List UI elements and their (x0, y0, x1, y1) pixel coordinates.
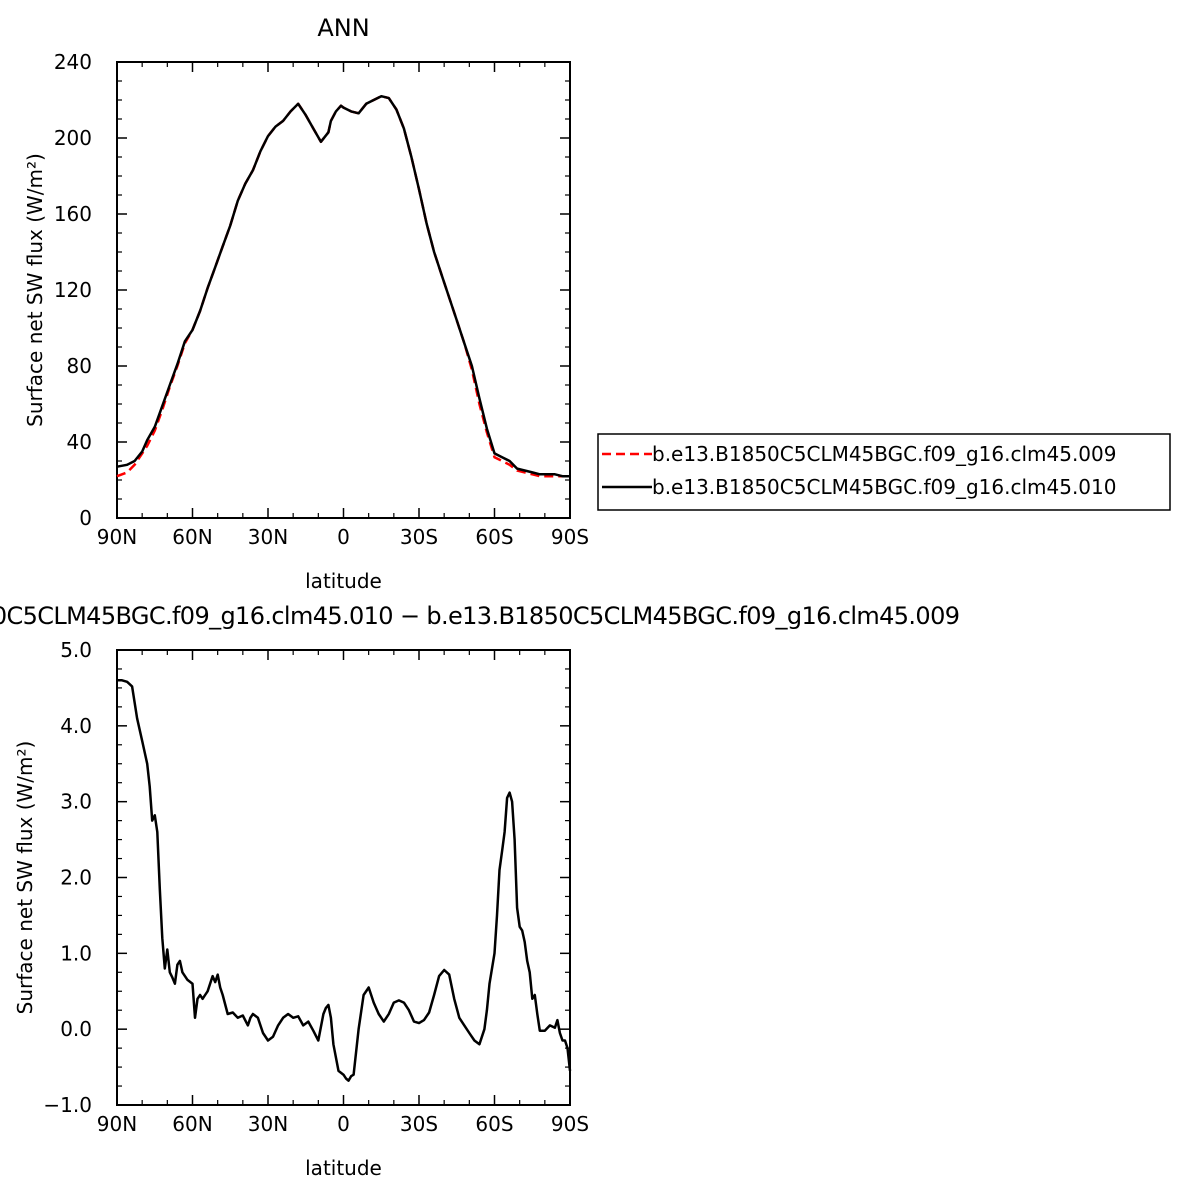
x-tick-label: 30S (400, 525, 438, 549)
y-tick-label: 120 (54, 278, 92, 302)
legend: b.e13.B1850C5CLM45BGC.f09_g16.clm45.009 … (597, 433, 1171, 511)
x-axis-title: latitude (305, 1156, 382, 1180)
y-tick-label: 240 (54, 50, 92, 74)
x-axis-title: latitude (305, 569, 382, 593)
y-tick-label: 0.0 (60, 1017, 92, 1041)
series-line-0 (116, 94, 570, 478)
x-tick-label: 60N (172, 1112, 212, 1136)
y-tick-label: 160 (54, 202, 92, 226)
x-tick-label: 90S (551, 1112, 589, 1136)
series-line-0 (117, 679, 572, 1082)
x-tick-label: 30N (248, 1112, 288, 1136)
y-axis-title: Surface net SW flux (W/m²) (13, 741, 37, 1015)
y-axis-title: Surface net SW flux (W/m²) (23, 153, 47, 427)
x-tick-label: 0 (337, 525, 350, 549)
top-line-chart: ANN Surface net SW flux (W/m²) latitude … (23, 14, 589, 593)
x-tick-label: 60S (475, 525, 513, 549)
x-tick-label: 90N (97, 525, 137, 549)
y-tick-label: 4.0 (60, 714, 92, 738)
y-tick-label: −1.0 (43, 1093, 92, 1117)
y-tick-label: 5.0 (60, 638, 92, 662)
bottom-difference-chart: b.e13.B1850C5CLM45BGC.f09_g16.clm45.010 … (0, 602, 960, 1180)
y-tick-label: 2.0 (60, 866, 92, 890)
x-tick-label: 90S (551, 525, 589, 549)
legend-box (597, 433, 1171, 511)
plot-frame (116, 649, 571, 1106)
x-tick-label: 60S (475, 1112, 513, 1136)
y-tick-label: 80 (67, 354, 92, 378)
series-line-1 (116, 94, 570, 478)
x-tick-label: 60N (172, 525, 212, 549)
legend-label-1: b.e13.B1850C5CLM45BGC.f09_g16.clm45.010 (652, 475, 1116, 499)
x-tick-label: 90N (97, 1112, 137, 1136)
chart-title: b.e13.B1850C5CLM45BGC.f09_g16.clm45.010 … (0, 602, 960, 630)
y-tick-label: 40 (67, 430, 92, 454)
x-tick-label: 30N (248, 525, 288, 549)
x-tick-label: 0 (337, 1112, 350, 1136)
y-tick-label: 200 (54, 126, 92, 150)
plot-frame (116, 61, 571, 519)
y-tick-label: 3.0 (60, 790, 92, 814)
x-tick-label: 30S (400, 1112, 438, 1136)
chart-title: ANN (317, 14, 369, 42)
y-tick-label: 1.0 (60, 941, 92, 965)
y-tick-label: 0 (79, 506, 92, 530)
legend-label-0: b.e13.B1850C5CLM45BGC.f09_g16.clm45.009 (652, 442, 1116, 466)
